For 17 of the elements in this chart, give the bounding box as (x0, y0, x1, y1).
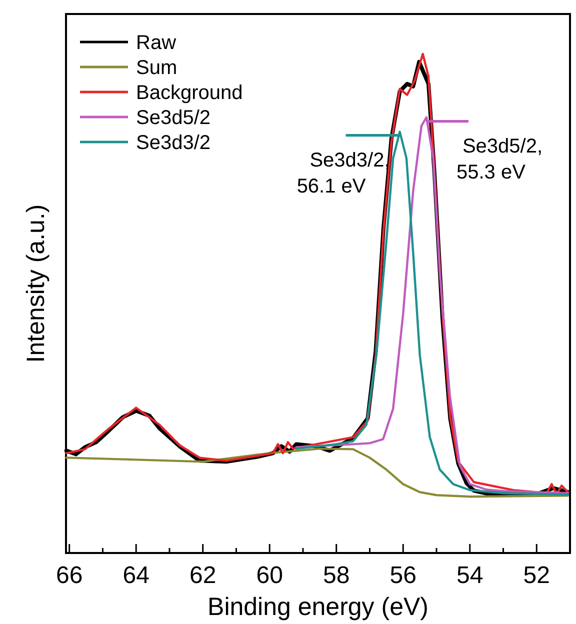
annotation: Se3d5/2, 55.3 eV (456, 135, 543, 184)
x-tick-label: 58 (323, 562, 350, 589)
x-tick-label: 66 (56, 562, 83, 589)
x-tick-label: 60 (256, 562, 283, 589)
legend-label: Background (136, 82, 243, 104)
x-tick-label: 56 (390, 562, 416, 589)
y-axis-title: Intensity (a.u.) (22, 204, 50, 363)
legend-label: Raw (136, 32, 177, 54)
x-tick-label: 64 (122, 562, 150, 589)
x-tick-label: 54 (456, 562, 484, 589)
annotation: Se3d3/2, 56.1 eV (296, 149, 390, 198)
legend-label: Se3d5/2 (136, 107, 211, 129)
legend-label: Sum (136, 57, 178, 79)
x-axis-title: Binding energy (eV) (208, 593, 428, 621)
x-tick-label: 52 (523, 562, 550, 589)
x-tick-label: 62 (189, 562, 216, 589)
legend-label: Se3d3/2 (136, 132, 211, 154)
